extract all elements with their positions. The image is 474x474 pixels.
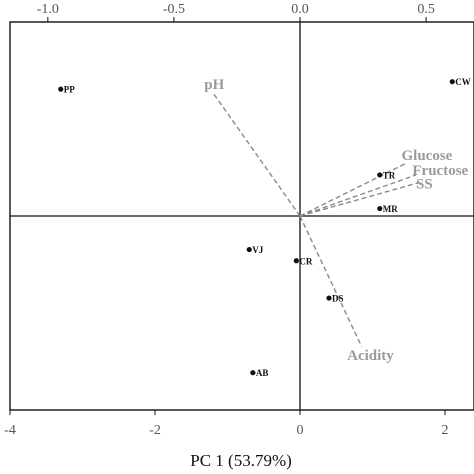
sample-label-mr: MR (383, 204, 398, 214)
sample-points: PP CW TR MR VJ CR DS AB (58, 77, 471, 378)
x-tick-label: 0 (297, 423, 304, 438)
loading-label-acidity: Acidity (347, 348, 394, 364)
top-axis: -1.0 -0.5 0.0 0.5 (37, 2, 435, 22)
sample-label-cw: CW (455, 77, 471, 87)
sample-label-vj: VJ (252, 245, 263, 255)
sample-label-cr: CR (299, 256, 312, 266)
sample-point-tr (377, 172, 383, 178)
sample-label-tr: TR (383, 170, 396, 180)
x-axis-title: PC 1 (53.79%) (190, 451, 292, 470)
x-tick-label: 2 (442, 423, 449, 438)
loading-vector-glucose (299, 163, 406, 217)
sample-label-pp: PP (64, 85, 75, 95)
top-tick-label: 0.0 (291, 2, 309, 17)
reference-lines (10, 22, 474, 410)
x-tick-label: -4 (4, 423, 16, 438)
loading-label-ph: pH (204, 77, 224, 93)
sample-label-ab: AB (256, 368, 269, 378)
loading-vector-ss (299, 181, 420, 217)
loading-vector-ph (212, 92, 301, 217)
sample-point-cw (449, 79, 455, 85)
sample-point-mr (377, 205, 383, 212)
loading-label-ss: SS (416, 176, 433, 192)
loading-label-glucose: Glucose (402, 148, 453, 164)
sample-point-vj (246, 246, 252, 253)
x-tick-label: -2 (149, 423, 161, 438)
top-tick-label: -1.0 (37, 2, 59, 17)
sample-point-cr (293, 258, 299, 264)
bottom-axis: -4 -2 0 2 (4, 410, 449, 438)
sample-label-ds: DS (332, 294, 344, 304)
sample-point-ab (250, 370, 256, 376)
loading-vector-acidity (299, 215, 363, 347)
sample-point-pp (58, 86, 64, 92)
top-tick-label: -0.5 (163, 2, 185, 17)
sample-point-ds (326, 295, 332, 301)
loading-vector-fructose (299, 174, 417, 217)
loading-label-fructose: Fructose (412, 163, 468, 179)
top-tick-label: 0.5 (417, 2, 435, 17)
